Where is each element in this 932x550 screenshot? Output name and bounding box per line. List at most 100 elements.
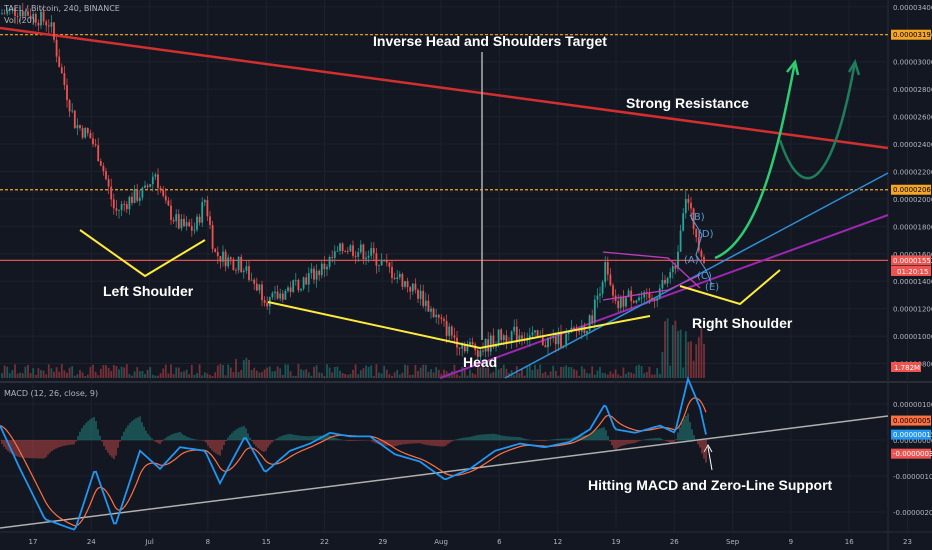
candle-body [406,281,409,288]
macd-histogram-bar [341,439,343,441]
volume-bar [401,372,404,378]
macd-histogram-bar [559,438,561,441]
candle-body [396,277,399,279]
macd-histogram-bar [185,436,187,441]
candle-body [432,308,435,318]
macd-histogram-bar [421,440,423,444]
candle-body [81,128,84,138]
candle-body [29,15,32,19]
candle-body [183,219,185,227]
macd-histogram-bar [475,435,477,441]
volume-bar [136,367,139,378]
candle-body [196,216,198,230]
volume-bar [190,364,193,378]
macd-histogram-bar [327,435,329,441]
macd-histogram-bar [631,440,633,444]
volume-bar [24,366,27,378]
macd-histogram-bar [411,440,413,444]
volume-bar [560,366,562,378]
macd-histogram-bar [123,431,125,441]
macd-histogram-bar [693,435,695,441]
candle-body [591,315,594,323]
volume-bar [196,373,198,378]
volume-bar [630,372,633,378]
macd-histogram-bar [63,440,65,446]
macd-histogram-bar [427,440,429,446]
candle-body [300,288,302,291]
volume-bar [162,368,165,378]
candle-body [323,263,326,270]
volume-bar [177,367,180,378]
macd-histogram-bar [497,434,499,441]
candle-body [422,290,425,306]
macd-histogram-bar [237,428,239,441]
volume-bar [352,369,354,378]
triangle-upper [602,251,701,289]
candle-body [417,289,419,299]
volume-bar [211,375,214,378]
candle-body [510,331,513,343]
candle-body [281,293,284,300]
macd-histogram-bar [227,437,229,441]
macd-histogram-bar [629,440,631,444]
macd-histogram-bar [543,440,545,442]
macd-histogram-bar [679,427,681,441]
candle-body [118,209,120,211]
macd-histogram-bar [251,440,253,442]
candle-body [141,187,144,198]
candle-body [443,318,445,321]
macd-histogram-bar [77,435,79,441]
volume-bar [336,366,339,378]
candle-body [11,8,14,10]
level-tag-text: 0.00001552 [893,257,932,265]
level-tag-1: 0.00003197 [891,29,932,40]
candle-body [362,244,365,260]
candle-body [245,266,248,271]
candle-body [248,266,250,280]
macd-histogram-bar [73,440,75,445]
volume-bar [666,318,669,378]
volume-bar [671,325,674,378]
macd-histogram-bar [179,432,181,441]
price-tick-label: 0.00002000 [893,196,932,204]
macd-histogram-bar [301,435,303,441]
price-tick-label: 0.00002200 [893,168,932,176]
volume-bar [606,374,609,378]
macd-histogram-bar [555,439,557,441]
macd-histogram-bar [85,422,87,441]
volume-bar [71,366,74,378]
volume-bar [123,367,126,378]
macd-histogram-bar [501,435,503,441]
candle-body [440,317,443,319]
macd-histogram-bar [443,440,445,447]
volume-bar [201,375,204,378]
macd-histogram-bar [235,429,237,441]
bullish-arrowhead [786,59,800,76]
volume-bar [554,370,557,378]
macd-histogram-bar [643,439,645,441]
volume-bar [37,368,40,378]
macd-histogram-bar [311,436,313,441]
volume-bar [578,375,581,378]
time-tick-label: Sep [726,538,740,546]
volume-bar [120,366,123,378]
candle-body [258,284,261,291]
candle-body [606,262,609,275]
macd-histogram-bar [621,440,623,446]
volume-bar [354,364,357,378]
candle-body [34,13,37,23]
volume-bar [281,374,284,378]
candle-body [201,202,204,223]
macd-histogram-bar [505,436,507,441]
wave-label-d: (D) [698,229,714,240]
volume-bar [3,365,6,378]
candle-body [167,200,170,206]
candle-body [359,244,362,253]
candle-body [536,330,539,337]
macd-histogram-bar [95,420,97,441]
macd-histogram-bar [481,434,483,441]
candle-body [50,22,53,27]
right-shoulder-annotation: Right Shoulder [692,315,793,331]
candle-body [635,300,638,303]
